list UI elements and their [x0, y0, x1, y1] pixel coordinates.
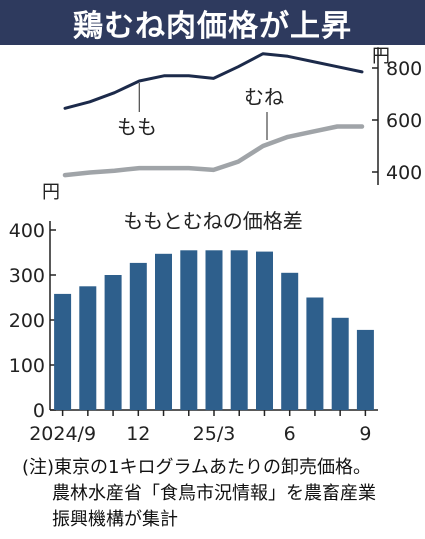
line-point: [89, 171, 91, 174]
bar: [129, 262, 147, 410]
line-point: [336, 125, 338, 128]
bar-y-tick-label: 400: [9, 220, 45, 242]
line-point: [138, 80, 140, 82]
note-line-1: (注)東京の1キログラムあたりの卸売価格。: [22, 457, 371, 478]
line-y-tick-label: 600: [386, 110, 422, 132]
line-point: [212, 77, 215, 79]
bar-x-tick-label: 12: [126, 423, 150, 445]
bar-y-tick-label: 100: [9, 355, 45, 377]
bar-x-tick-label: 2024/9: [29, 423, 96, 445]
bar-y-tick-label: 200: [9, 310, 45, 332]
line-point: [163, 167, 165, 169]
bar: [331, 317, 349, 411]
bar: [104, 275, 122, 410]
line-point: [287, 136, 289, 138]
line-point: [237, 66, 239, 68]
line-point: [188, 75, 190, 77]
bar-y-tick-label: 0: [33, 400, 45, 422]
bar-unit-label: 円: [42, 182, 60, 203]
line-point: [311, 131, 314, 133]
line-point: [311, 60, 314, 63]
momo-line: [63, 52, 364, 110]
bar-x-tick-label: 9: [359, 423, 371, 445]
bar: [356, 329, 374, 410]
mune-series-label: むね: [244, 85, 284, 109]
bar: [155, 253, 172, 410]
mune-line: [62, 124, 365, 178]
line-point: [361, 125, 363, 128]
bar: [281, 272, 299, 411]
bar: [79, 286, 97, 411]
line-unit-label: 円: [372, 46, 390, 67]
line-point: [64, 107, 66, 109]
line-point: [237, 161, 239, 163]
line-point: [163, 75, 165, 77]
line-point: [89, 101, 91, 103]
line-point: [262, 53, 264, 55]
line-point: [262, 145, 264, 147]
momo-series-label: もも: [117, 115, 157, 139]
line-point: [361, 71, 363, 73]
bar-y-tick-label: 300: [9, 265, 45, 287]
bar: [205, 250, 223, 411]
bar: [256, 251, 273, 410]
line-point: [113, 92, 116, 94]
line-y-tick-label: 800: [386, 58, 422, 80]
bar-x-tick-label: 25/3: [193, 423, 236, 445]
line-y-tick-label: 400: [386, 162, 422, 184]
bar: [306, 297, 324, 410]
chart-title: 鶏むね肉価格が上昇: [0, 0, 425, 45]
bar: [180, 250, 198, 411]
line-point: [138, 167, 140, 169]
line-point: [64, 174, 66, 176]
bar-x-tick-label: 6: [284, 423, 296, 445]
line-point: [287, 55, 289, 57]
line-point: [336, 66, 338, 68]
line-point: [113, 170, 116, 172]
bar: [54, 293, 72, 410]
chart-canvas: 円400600800ももむね円ももとむねの価格差0100200300400202…: [9, 46, 423, 445]
note-line-2: 農林水産省「食鳥市況情報」を農畜産業: [52, 483, 376, 504]
bar-chart-title: ももとむねの価格差: [123, 209, 303, 233]
line-point: [212, 169, 215, 171]
line-point: [188, 167, 190, 169]
source-note: (注)東京の1キログラムあたりの卸売価格。 農林水産省「食鳥市況情報」を農畜産業…: [22, 455, 422, 533]
note-line-3: 振興機構が集計: [52, 509, 178, 530]
bar: [230, 250, 248, 411]
